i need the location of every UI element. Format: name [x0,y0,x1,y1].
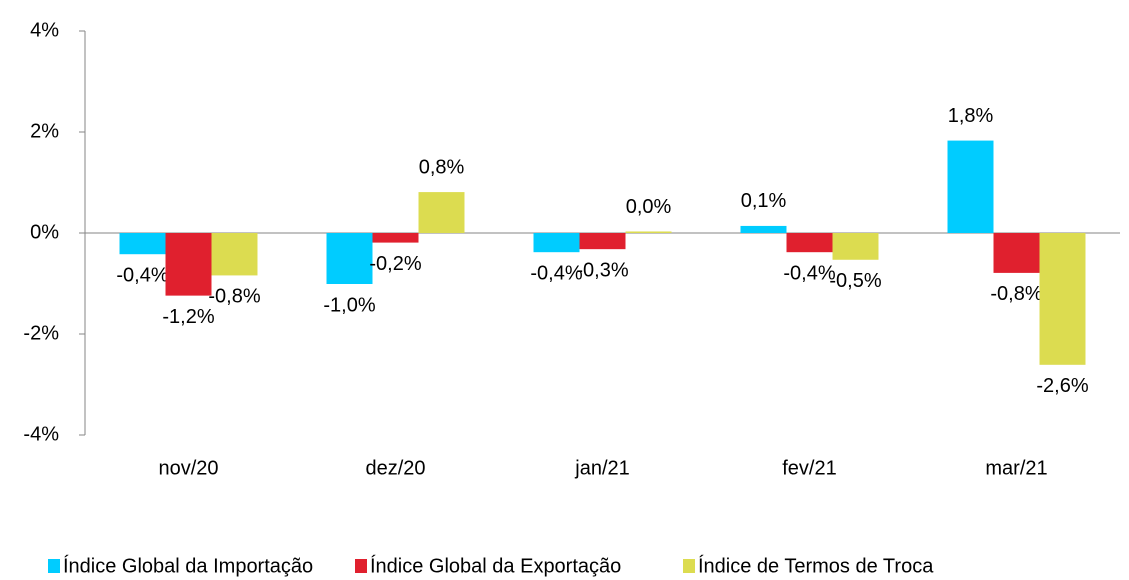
y-tick-label: 0% [30,221,59,243]
bar [579,233,626,250]
data-label: -0,2% [369,253,421,275]
data-label: 1,8% [948,105,994,127]
data-label: -2,6% [1036,375,1088,397]
bar [418,192,465,233]
bar [372,233,419,243]
legend-swatch [48,559,60,573]
bar [740,225,787,233]
y-tick-label: 4% [30,19,59,41]
data-label: -0,5% [829,270,881,292]
x-tick-label: jan/21 [574,457,630,479]
data-label: -0,8% [208,286,260,308]
data-label: -1,2% [162,306,214,328]
x-tick-label: nov/20 [158,457,218,479]
y-tick-label: -4% [23,423,59,445]
bar [832,233,879,260]
data-label: -0,4% [530,262,582,284]
x-tick-label: fev/21 [782,457,836,479]
data-label: -0,3% [576,259,628,281]
bar [119,233,166,255]
bar [786,233,833,253]
bar [211,233,258,276]
data-label: -0,4% [116,264,168,286]
y-tick-label: 2% [30,120,59,142]
bar [947,140,994,233]
x-tick-label: dez/20 [365,457,425,479]
legend-swatch [683,559,695,573]
bar [625,231,672,233]
legend-label: Índice Global da Exportação [370,554,621,577]
bar [533,233,580,253]
data-label: 0,8% [419,156,465,178]
bar [993,233,1040,273]
data-label: 0,1% [741,190,787,212]
data-label: -0,4% [783,262,835,284]
legend-swatch [355,559,367,573]
legend-label: Índice de Termos de Troca [698,554,934,577]
x-tick-label: mar/21 [985,457,1047,479]
bar [165,233,212,296]
data-label: -0,8% [990,283,1042,305]
legend-label: Índice Global da Importação [63,554,313,577]
bar [326,233,373,285]
bar [1039,233,1086,365]
data-label: 0,0% [626,196,672,218]
data-label: -1,0% [323,294,375,316]
y-tick-label: -2% [23,322,59,344]
